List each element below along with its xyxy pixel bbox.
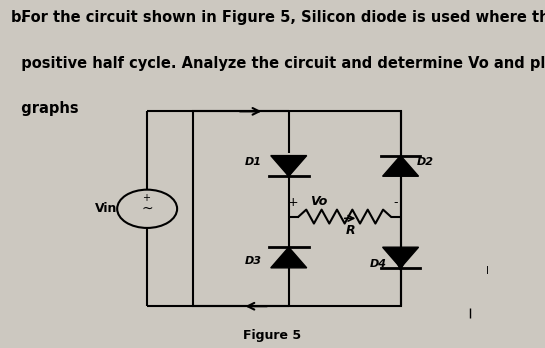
Polygon shape — [271, 156, 307, 176]
Text: D3: D3 — [245, 256, 262, 266]
Text: D4: D4 — [370, 260, 387, 269]
Text: positive half cycle. Analyze the circuit and determine Vo and plot input and out: positive half cycle. Analyze the circuit… — [11, 56, 545, 71]
Text: R: R — [346, 224, 355, 237]
Text: +: + — [288, 196, 299, 209]
Bar — [193, 111, 401, 306]
Text: Vin: Vin — [95, 202, 117, 215]
Text: +: + — [142, 193, 150, 203]
Text: For the circuit shown in Figure 5, Silicon diode is used where the circuit works: For the circuit shown in Figure 5, Silic… — [11, 10, 545, 25]
Text: I: I — [486, 267, 489, 276]
Text: ~: ~ — [141, 202, 153, 216]
Text: D1: D1 — [245, 157, 262, 167]
Polygon shape — [383, 156, 419, 176]
Polygon shape — [383, 247, 419, 268]
Text: b.: b. — [11, 10, 27, 25]
Text: graphs: graphs — [11, 101, 78, 116]
Text: Figure 5: Figure 5 — [244, 329, 301, 342]
Text: D2: D2 — [417, 157, 434, 167]
Polygon shape — [271, 247, 307, 268]
Text: Vo: Vo — [310, 196, 328, 208]
Text: -: - — [393, 196, 397, 209]
Circle shape — [117, 190, 177, 228]
